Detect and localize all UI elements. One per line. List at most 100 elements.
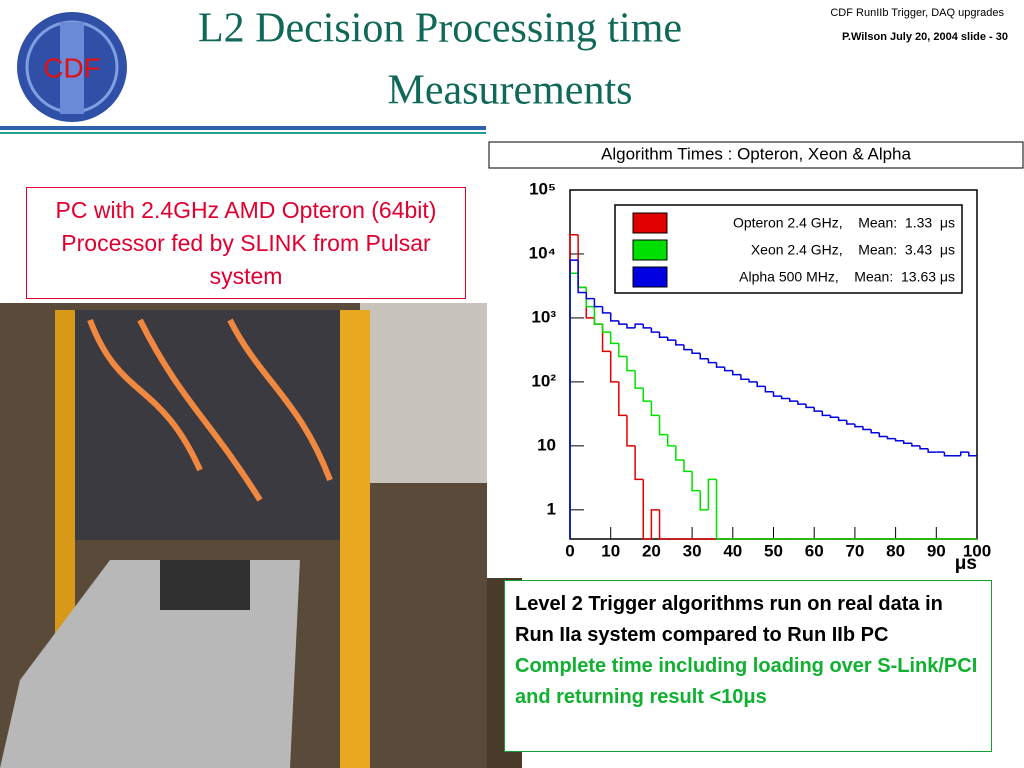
logo-bar — [60, 22, 84, 114]
y-tick-label: 10⁴ — [529, 243, 556, 262]
x-tick-label: 30 — [683, 541, 702, 560]
histogram-step — [666, 337, 676, 341]
photo-cables — [87, 318, 333, 502]
histogram-step — [699, 353, 709, 360]
histogram-step — [878, 432, 888, 438]
histogram-step — [666, 434, 676, 447]
histogram-step — [683, 344, 693, 351]
histogram-step — [634, 370, 644, 389]
histogram-step — [862, 426, 872, 431]
slide-info: P.Wilson July 20, 2004 slide - 30 — [842, 31, 1008, 43]
histogram-step — [593, 298, 603, 308]
logo-text: CDF — [43, 52, 101, 83]
histogram-step — [829, 415, 839, 419]
histogram-step — [894, 438, 904, 442]
legend-label: Xeon 2.4 GHz, Mean: 3.43 μs — [751, 242, 955, 258]
histogram-step — [634, 445, 644, 481]
histogram-step — [642, 479, 652, 540]
y-tick-label: 10⁵ — [529, 179, 556, 198]
photo-frame — [340, 310, 370, 768]
histogram-step — [870, 429, 880, 434]
histogram-step — [683, 460, 693, 473]
note: Level 2 Trigger algorithms run on real d… — [515, 593, 943, 646]
histogram-step — [780, 396, 790, 400]
x-tick-label: 40 — [723, 541, 742, 560]
legend-box — [614, 204, 963, 294]
histogram-step — [609, 351, 619, 383]
histogram-step — [569, 259, 579, 539]
histogram-step — [626, 356, 636, 372]
histogram-step — [707, 358, 717, 364]
histogram-step — [821, 411, 831, 417]
histogram-step — [797, 401, 807, 405]
legend-swatch — [632, 266, 668, 288]
histogram-step — [813, 407, 823, 412]
x-axis-label: μs — [955, 553, 977, 574]
histogram-step — [943, 452, 953, 457]
y-tick-label: 1 — [547, 499, 556, 518]
histogram-step — [959, 451, 969, 456]
histogram-step — [650, 327, 660, 333]
histogram-step — [618, 320, 627, 325]
x-tick-label: 60 — [805, 541, 824, 560]
chart: Algorithm Times : Opteron, Xeon & Alpha 1… — [529, 144, 992, 574]
chart-title: Algorithm Times : Opteron, Xeon & Alpha — [601, 144, 911, 163]
histogram-step — [707, 478, 717, 510]
histogram-step — [699, 490, 709, 511]
x-tick-label: 20 — [642, 541, 661, 560]
x-tick-label: 10 — [601, 541, 620, 560]
y-tick-label: 10² — [531, 371, 556, 390]
histogram-step — [902, 440, 912, 444]
histogram-step — [577, 260, 587, 294]
histogram-step — [837, 417, 847, 422]
histogram-step — [805, 404, 815, 409]
histogram-step — [609, 312, 619, 322]
meeting: CDF RunIIb Trigger, DAQ upgrades — [830, 7, 1004, 19]
histogram-step — [715, 362, 725, 368]
histogram-step — [740, 374, 750, 381]
histogram-step — [626, 415, 636, 447]
histogram-step — [634, 323, 644, 328]
x-tick-label: 0 — [565, 541, 574, 560]
note-highlight: Complete time including loading over S-L… — [515, 655, 978, 708]
histogram-step — [691, 349, 701, 355]
histogram-step — [919, 445, 929, 450]
x-tick-label: 70 — [845, 541, 864, 560]
histogram-step — [642, 388, 652, 402]
histogram-step — [609, 332, 619, 345]
legend-label: Alpha 500 MHz, Mean: 13.63 μs — [739, 269, 955, 285]
x-tick-label: 90 — [927, 541, 946, 560]
histogram-step — [846, 420, 855, 425]
photo-pc — [0, 560, 300, 768]
histogram-step — [593, 306, 603, 325]
title-line: L2 Decision Processing time — [198, 6, 682, 52]
histogram-step — [715, 479, 725, 540]
histogram-step — [626, 324, 636, 329]
histogram-step — [691, 471, 701, 492]
histogram-step — [642, 324, 652, 329]
rule — [0, 132, 486, 134]
histogram-step — [927, 448, 937, 453]
histogram-step — [756, 381, 766, 388]
photo-fans — [160, 560, 250, 610]
histogram-step — [748, 379, 758, 383]
histogram-step — [658, 509, 668, 540]
histogram-step — [585, 292, 595, 300]
histogram-step — [658, 415, 668, 436]
histogram-step — [650, 509, 660, 539]
histogram-step — [789, 398, 798, 402]
histogram-step — [732, 370, 741, 376]
histogram-step — [601, 306, 611, 314]
histogram-step — [675, 340, 684, 346]
x-tick-label: 50 — [764, 541, 783, 560]
histogram-step — [618, 343, 627, 358]
rule — [0, 126, 486, 130]
y-tick-label: 10 — [537, 435, 556, 454]
histogram-step — [601, 324, 611, 333]
histogram-step — [675, 445, 684, 461]
histogram-step — [911, 443, 921, 447]
histogram-step — [650, 401, 660, 417]
legend-swatch — [632, 212, 668, 234]
